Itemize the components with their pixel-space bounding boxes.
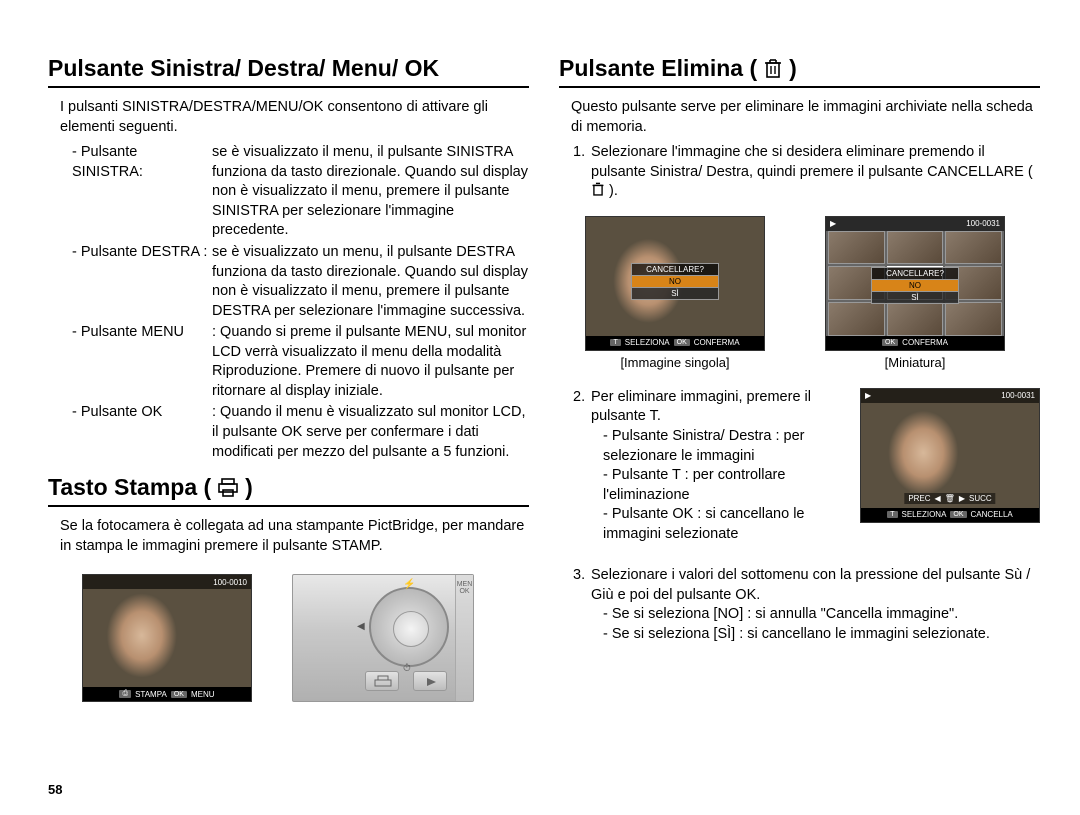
lcd-prev-next: ▶100-0031 PREC ◀ 🗑 ▶ SUCC T SELEZIONA OK… <box>860 388 1040 523</box>
dialog-title: CANCELLARE? <box>871 267 959 280</box>
strip-menu: MEN <box>456 581 473 588</box>
next-label: SUCC <box>969 494 992 503</box>
sub-item: - Pulsante Sinistra/ Destra : per selezi… <box>603 427 846 466</box>
lcd-topbar: 100-0010 <box>83 575 251 589</box>
camera-controls-illustration: ⚡ ◀ ⏱ MEN OK <box>292 574 474 702</box>
step-text-end: ). <box>609 183 618 199</box>
def-term: - Pulsante DESTRA : <box>72 243 212 321</box>
delete-dialog: CANCELLARE? NO SÌ <box>871 267 959 304</box>
sub-item: - Se si seleziona [NO] : si annulla "Can… <box>603 605 1040 625</box>
intro-left-2: Se la fotocamera è collegata ad una stam… <box>60 517 529 556</box>
lcd-label: MENU <box>191 690 215 699</box>
heading-text: Pulsante Sinistra/ Destra/ Menu/ OK <box>48 55 439 82</box>
side-strip: MEN OK <box>455 575 473 701</box>
trash-icon <box>763 58 783 80</box>
sub-item: - Se si seleziona [SÌ] : si cancellano l… <box>603 625 1040 645</box>
delete-dialog: CANCELLARE? NO SÌ <box>631 263 719 300</box>
tag-ok: OK <box>950 511 966 518</box>
heading-text: Pulsante Elimina ( <box>559 55 757 82</box>
lcd-botbar: T SELEZIONA OK CONFERMA <box>586 336 764 350</box>
heading-right: Pulsante Elimina ( ) <box>559 55 1040 88</box>
def-term: - Pulsante OK <box>72 403 212 462</box>
dialog-option-yes: SÌ <box>871 292 959 304</box>
step2-row: 2. Per eliminare immagini, premere il pu… <box>559 388 1040 549</box>
intro-right: Questo pulsante serve per eliminare le i… <box>571 98 1040 137</box>
prev-label: PREC <box>908 494 930 503</box>
print-button <box>365 671 399 691</box>
lcd-botbar: ⎙ STAMPA OK MENU <box>83 687 251 701</box>
tag-t: T <box>887 511 897 518</box>
step-number: 2. <box>573 388 591 545</box>
lcd-counter: 100-0010 <box>213 578 247 587</box>
lcd-botbar: OK CONFERMA <box>826 336 1004 350</box>
right-arrow-icon: ▶ <box>959 494 965 503</box>
lcd-print-preview: 100-0010 ⎙ STAMPA OK MENU <box>82 574 252 702</box>
heading-end: ) <box>245 474 253 501</box>
dialog-option-yes: SÌ <box>631 288 719 300</box>
dialog-title: CANCELLARE? <box>631 263 719 276</box>
lcd-label: SELEZIONA <box>902 510 947 519</box>
sub-item: - Pulsante OK : si cancellano le immagin… <box>603 505 846 544</box>
print-illustration-row: 100-0010 ⎙ STAMPA OK MENU ⚡ ◀ ⏱ <box>82 574 529 702</box>
lcd-label: CONFERMA <box>902 338 948 347</box>
def-item: - Pulsante DESTRA : se è visualizzato un… <box>72 243 529 321</box>
heading-end: ) <box>789 55 797 82</box>
def-item: - Pulsante OK : Quando il menu è visuali… <box>72 403 529 462</box>
prev-next-overlay: PREC ◀ 🗑 ▶ SUCC <box>904 493 995 504</box>
lcd-topbar: ▶100-0031 <box>861 389 1039 403</box>
step-number: 1. <box>573 143 591 202</box>
dpad <box>369 587 449 667</box>
def-term: - Pulsante SINISTRA: <box>72 143 212 241</box>
tag-print-icon: ⎙ <box>119 690 131 698</box>
strip-ok: OK <box>456 588 473 595</box>
step-number: 3. <box>573 566 591 644</box>
lcd-thumbnail: ▶100-0031 CANCELLARE? NO SÌ OK CONFERMA <box>825 216 1005 351</box>
step-text: Selezionare l'immagine che si desidera e… <box>591 144 1033 180</box>
tag-ok: OK <box>882 339 898 346</box>
heading-left-2: Tasto Stampa ( ) <box>48 474 529 507</box>
two-lcd-row: CANCELLARE? NO SÌ T SELEZIONA OK CONFERM… <box>585 216 1040 370</box>
ordered-step-1: 1. Selezionare l'immagine che si desider… <box>573 143 1040 202</box>
def-item: - Pulsante SINISTRA: se è visualizzato i… <box>72 143 529 241</box>
lcd-caption: [Miniatura] <box>825 355 1005 370</box>
dialog-option-no: NO <box>871 280 959 292</box>
ok-button <box>393 611 429 647</box>
dialog-option-no: NO <box>631 276 719 288</box>
def-desc: : Quando il menu è visualizzato sul moni… <box>212 403 529 462</box>
trash-icon-inline <box>591 182 605 197</box>
lcd-label: CANCELLA <box>971 510 1013 519</box>
step-text: Per eliminare immagini, premere il pulsa… <box>591 388 846 427</box>
play-button <box>413 671 447 691</box>
tag-ok: OK <box>674 339 690 346</box>
tag-t: T <box>610 339 620 346</box>
definition-list: - Pulsante SINISTRA: se è visualizzato i… <box>72 143 529 462</box>
printer-icon <box>217 478 239 498</box>
step-text: Selezionare i valori del sottomenu con l… <box>591 566 1040 605</box>
def-item: - Pulsante MENU : Quando si preme il pul… <box>72 323 529 401</box>
page-number: 58 <box>48 782 62 797</box>
lcd-single-image: CANCELLARE? NO SÌ T SELEZIONA OK CONFERM… <box>585 216 765 351</box>
tag-ok: OK <box>171 691 187 698</box>
lcd-label: SELEZIONA <box>625 338 670 347</box>
lcd-botbar: T SELEZIONA OK CANCELLA <box>861 508 1039 522</box>
lcd-label: CONFERMA <box>694 338 740 347</box>
ordered-step-3: 3. Selezionare i valori del sottomenu co… <box>573 566 1040 644</box>
def-desc: se è visualizzato un menu, il pulsante D… <box>212 243 529 321</box>
lcd-counter: 100-0031 <box>1001 391 1035 400</box>
def-term: - Pulsante MENU <box>72 323 212 401</box>
lcd-counter: 100-0031 <box>966 219 1000 228</box>
sub-item: - Pulsante T : per controllare l'elimina… <box>603 466 846 505</box>
photo-placeholder <box>83 575 251 701</box>
left-arrow-icon: ◀ <box>935 494 941 503</box>
lcd-topbar: ▶100-0031 <box>826 217 1004 231</box>
heading-text: Tasto Stampa ( <box>48 474 211 501</box>
def-desc: se è visualizzato il menu, il pulsante S… <box>212 143 529 241</box>
lcd-caption: [Immagine singola] <box>585 355 765 370</box>
trash-icon-small: 🗑 <box>945 494 955 503</box>
def-desc: : Quando si preme il pulsante MENU, sul … <box>212 323 529 401</box>
heading-left-1: Pulsante Sinistra/ Destra/ Menu/ OK <box>48 55 529 88</box>
intro-left-1: I pulsanti SINISTRA/DESTRA/MENU/OK conse… <box>60 98 529 137</box>
lcd-label: STAMPA <box>135 690 167 699</box>
